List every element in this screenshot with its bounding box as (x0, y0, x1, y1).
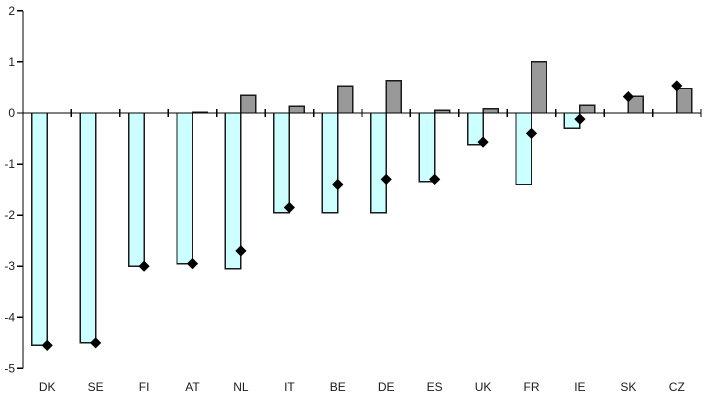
y-axis-tick-label: 1 (8, 55, 15, 69)
diamond-marker-be (332, 178, 344, 191)
diamond-marker-es (429, 173, 441, 185)
y-axis-tick-label: -2 (4, 208, 15, 222)
gray-bars-bar-it (288, 105, 306, 114)
light-cyan-bars-bar-fi (127, 112, 145, 267)
y-axis-tick-label: 0 (8, 106, 15, 120)
diamond-marker-nl (235, 245, 247, 257)
diamond-marker-cz (671, 80, 683, 92)
y-axis-tick-label: -4 (4, 310, 15, 324)
diamond-marker-de (380, 173, 392, 185)
light-cyan-bars-bar-se (79, 112, 97, 344)
gray-bars-bar-cz (676, 87, 693, 114)
diamond-marker-fr (525, 127, 538, 140)
y-axis-tick-label: -1 (4, 157, 15, 171)
x-axis-category-label: UK (475, 380, 492, 394)
x-axis-category-label: DK (39, 380, 56, 394)
x-axis-category-label: NL (233, 380, 249, 394)
light-cyan-bars-bar-at (176, 112, 194, 265)
diamond-marker-dk (41, 339, 53, 351)
x-axis-category-label: SK (620, 380, 636, 394)
light-cyan-bars-bar-be (321, 112, 339, 214)
y-axis-tick-label: -5 (4, 361, 15, 375)
x-axis-category-label: FI (139, 380, 150, 394)
light-cyan-bars-bar-es (418, 112, 436, 183)
x-axis-category-label: IT (284, 380, 295, 394)
diamond-marker-fi (138, 260, 150, 272)
gray-bars-bar-fr (530, 61, 548, 114)
x-axis-category-label: DE (378, 380, 395, 394)
light-cyan-bars-bar-nl (224, 112, 242, 270)
diamond-marker-at (186, 258, 199, 270)
x-axis-category-label: ES (427, 380, 443, 394)
x-axis-category-label: AT (185, 380, 200, 394)
gray-bars-bar-nl (240, 94, 257, 114)
diamond-marker-uk (477, 136, 489, 148)
gray-bars-bar-ie (579, 104, 596, 114)
x-axis-category-label: CZ (669, 380, 685, 394)
x-axis-category-label: IE (574, 380, 585, 394)
y-axis-tick-label: 2 (8, 4, 15, 18)
gray-bars-bar-be (337, 85, 354, 114)
diamond-marker-sk (622, 91, 634, 103)
x-axis-category-label: SE (88, 380, 104, 394)
light-cyan-bars-bar-fr (515, 112, 533, 186)
x-axis-category-label: FR (524, 380, 540, 394)
light-cyan-bars-bar-de (370, 112, 387, 214)
light-cyan-bars-bar-it (273, 112, 291, 214)
x-axis-category-label: BE (330, 380, 346, 394)
diamond-marker-ie (574, 113, 586, 125)
diamond-marker-se (90, 337, 102, 349)
y-axis-tick-label: -3 (4, 259, 15, 273)
light-cyan-bars-bar-dk (31, 112, 48, 347)
gray-bars-bar-de (385, 80, 402, 114)
diamond-marker-it (283, 201, 295, 214)
